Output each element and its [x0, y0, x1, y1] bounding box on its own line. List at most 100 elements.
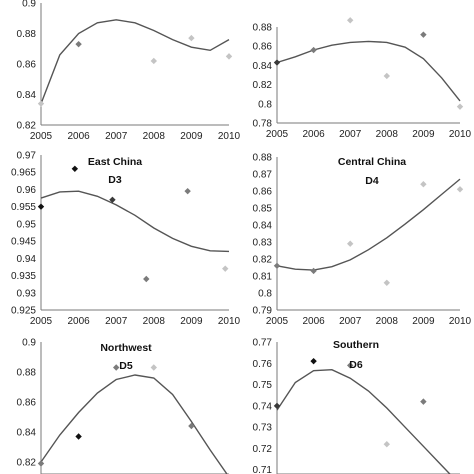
y-tick-label: 0.82	[17, 121, 37, 132]
y-tick-label: 0.82	[17, 458, 37, 469]
y-tick-label: 0.86	[253, 187, 273, 198]
data-point-marker	[310, 357, 317, 365]
data-point-marker	[347, 17, 354, 24]
panel-title: Southern	[333, 339, 379, 351]
x-tick-label: 2006	[67, 316, 90, 327]
y-tick-label: 0.83	[253, 238, 273, 249]
x-tick-label: 2008	[376, 316, 399, 327]
data-point-marker	[113, 364, 120, 371]
data-point-marker	[273, 402, 281, 410]
data-point-marker	[273, 262, 281, 269]
data-point-marker	[456, 186, 464, 193]
data-point-marker	[383, 440, 390, 448]
y-tick-label: 0.87	[253, 170, 273, 181]
data-point-marker	[75, 40, 82, 48]
data-point-marker	[150, 57, 157, 65]
trend-line	[276, 178, 461, 271]
y-tick-label: 0.96	[17, 185, 37, 196]
data-point-marker	[222, 265, 229, 272]
data-point-marker	[184, 187, 191, 195]
y-tick-label: 0.925	[11, 306, 36, 317]
y-tick-label: 0.88	[17, 368, 37, 379]
y-tick-label: 0.79	[253, 306, 273, 317]
y-tick-label: 0.86	[17, 398, 37, 409]
x-tick-label: 2005	[266, 316, 289, 327]
y-tick-label: 0.945	[11, 237, 36, 248]
data-point-marker	[71, 165, 79, 172]
data-point-marker	[420, 398, 427, 405]
chart-panel-4: 0.79 0.8 0.81 0.82 0.83 0.84 0.85 0.86 0.87 0.88 2…	[253, 153, 472, 328]
x-tick-label: 2005	[30, 131, 53, 142]
data-point-marker	[225, 53, 233, 60]
trend-line	[40, 374, 228, 474]
panel-subtitle: D3	[108, 174, 122, 186]
data-point-marker	[37, 100, 45, 107]
y-tick-label: 0.95	[17, 219, 37, 230]
y-tick-label: 0.84	[17, 428, 37, 439]
x-tick-label: 2007	[105, 131, 128, 142]
chart-panel-5: 0.82 0.84 0.86 0.88 0.9 Northwest D5	[17, 338, 229, 474]
x-tick-label: 2006	[302, 316, 325, 327]
y-tick-label: 0.76	[253, 359, 273, 370]
y-tick-label: 0.8	[258, 99, 272, 110]
x-tick-label: 2010	[449, 129, 472, 140]
x-tick-label: 2005	[266, 129, 289, 140]
chart-panel-1: 0.82 0.84 0.86 0.88 0.9 2005 2006 2007 2008 2009 2…	[17, 0, 241, 142]
x-tick-label: 2008	[376, 129, 399, 140]
data-point-marker	[456, 103, 464, 110]
data-point-marker	[383, 279, 390, 286]
data-point-marker	[37, 203, 45, 210]
y-tick-label: 0.77	[253, 338, 273, 349]
panel-subtitle: D4	[365, 175, 379, 187]
trend-line	[276, 368, 451, 474]
data-point-marker	[188, 422, 195, 430]
y-tick-label: 0.86	[17, 60, 37, 71]
y-tick-label: 0.88	[253, 23, 273, 34]
x-tick-label: 2005	[30, 316, 53, 327]
y-tick-label: 0.88	[253, 153, 273, 164]
trend-line	[276, 40, 461, 102]
data-point-marker	[37, 460, 45, 467]
y-tick-label: 0.84	[17, 90, 37, 101]
data-point-marker	[143, 275, 150, 283]
y-tick-label: 0.74	[253, 401, 273, 412]
chart-panel-6: 0.71 0.72 0.73 0.74 0.75 0.76 0.77 Southern D6	[253, 338, 460, 474]
y-tick-label: 0.9	[22, 0, 36, 10]
panel-subtitle: D6	[349, 359, 363, 371]
chart-panel-3: 0.925 0.93 0.935 0.94 0.945 0.95 0.955 0.96 0.96…	[11, 151, 241, 328]
y-tick-label: 0.85	[253, 204, 273, 215]
y-tick-label: 0.73	[253, 423, 273, 434]
data-point-marker	[383, 72, 390, 80]
x-tick-label: 2009	[180, 316, 203, 327]
y-tick-label: 0.8	[258, 289, 272, 300]
data-point-marker	[310, 267, 317, 275]
y-tick-label: 0.94	[17, 254, 37, 265]
y-tick-label: 0.9	[22, 338, 36, 349]
data-point-marker	[420, 181, 427, 188]
data-point-marker	[347, 240, 354, 247]
y-tick-label: 0.81	[253, 272, 273, 283]
y-tick-label: 0.86	[253, 42, 273, 53]
x-tick-label: 2009	[412, 316, 435, 327]
trend-line	[40, 19, 230, 104]
y-tick-label: 0.72	[253, 444, 273, 455]
data-point-marker	[188, 34, 195, 42]
panel-title: East China	[88, 156, 142, 168]
data-point-marker	[75, 433, 82, 440]
y-tick-label: 0.965	[11, 168, 36, 179]
data-point-marker	[420, 31, 427, 38]
data-point-marker	[347, 362, 354, 369]
y-tick-label: 0.71	[253, 465, 273, 474]
x-tick-label: 2007	[105, 316, 128, 327]
x-tick-label: 2010	[218, 316, 241, 327]
x-tick-label: 2009	[412, 129, 435, 140]
x-tick-label: 2009	[180, 131, 203, 142]
x-tick-label: 2010	[449, 316, 472, 327]
y-tick-label: 0.84	[253, 221, 273, 232]
y-tick-label: 0.75	[253, 380, 273, 391]
chart-panel-2: 0.78 0.8 0.82 0.84 0.86 0.88 2005 2006 2007 2008 2…	[253, 17, 472, 140]
data-point-marker	[109, 196, 116, 203]
y-tick-label: 0.78	[253, 119, 273, 130]
y-tick-label: 0.88	[17, 29, 37, 40]
